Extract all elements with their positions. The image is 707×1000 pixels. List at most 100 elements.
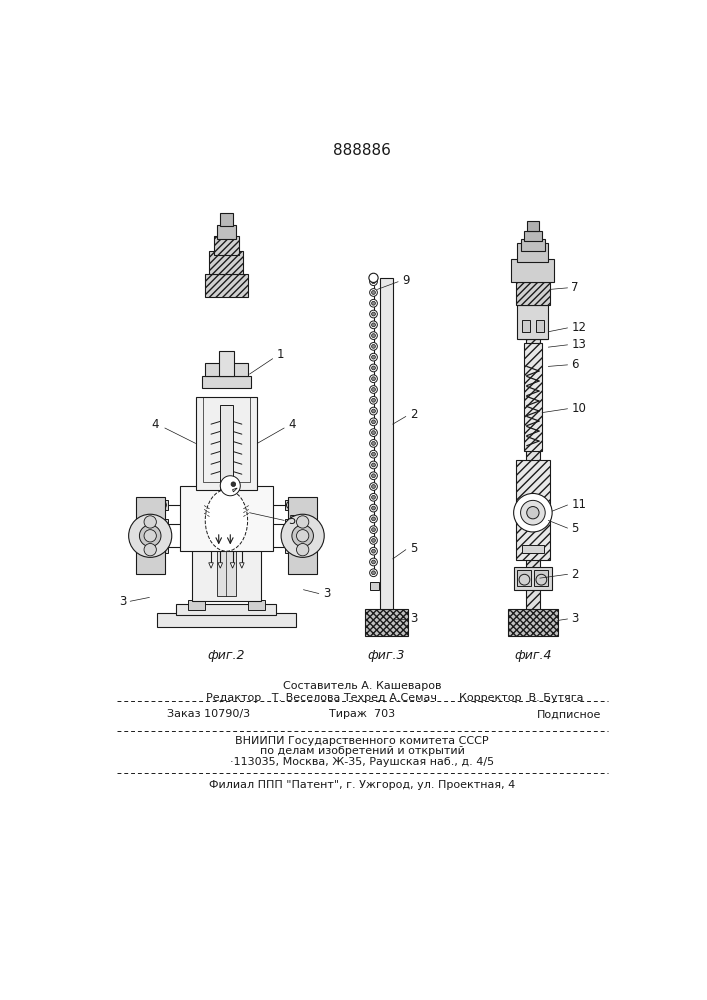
Circle shape bbox=[372, 571, 375, 575]
Circle shape bbox=[370, 493, 378, 501]
Bar bbox=[157, 500, 168, 510]
Circle shape bbox=[372, 538, 375, 542]
Circle shape bbox=[372, 312, 375, 316]
Bar bbox=[192, 490, 261, 601]
Circle shape bbox=[372, 528, 375, 532]
Text: 5: 5 bbox=[571, 522, 579, 535]
Text: фиг.2: фиг.2 bbox=[208, 649, 245, 662]
Circle shape bbox=[158, 520, 166, 528]
Bar bbox=[218, 351, 234, 376]
Circle shape bbox=[372, 355, 375, 359]
Circle shape bbox=[370, 375, 378, 383]
Circle shape bbox=[370, 515, 378, 523]
Text: ВНИИПИ Государственного комитета СССР: ВНИИПИ Государственного комитета СССР bbox=[235, 736, 489, 746]
Bar bbox=[511, 259, 554, 282]
Bar bbox=[176, 604, 276, 615]
Circle shape bbox=[296, 543, 309, 556]
Circle shape bbox=[370, 364, 378, 372]
Circle shape bbox=[281, 514, 325, 557]
Circle shape bbox=[370, 429, 378, 436]
Bar bbox=[518, 570, 532, 586]
Circle shape bbox=[129, 514, 172, 557]
Bar bbox=[380, 278, 393, 609]
Bar bbox=[516, 460, 550, 560]
Circle shape bbox=[139, 525, 161, 547]
Bar bbox=[518, 243, 549, 262]
Circle shape bbox=[372, 495, 375, 499]
Circle shape bbox=[372, 431, 375, 435]
Text: 3: 3 bbox=[119, 595, 127, 608]
Circle shape bbox=[144, 530, 156, 542]
Text: 888886: 888886 bbox=[333, 143, 391, 158]
Circle shape bbox=[370, 321, 378, 329]
Text: 3: 3 bbox=[322, 587, 330, 600]
Bar bbox=[514, 567, 552, 590]
Circle shape bbox=[370, 418, 378, 426]
Bar bbox=[221, 405, 233, 490]
Text: 5: 5 bbox=[409, 542, 417, 555]
Text: 3: 3 bbox=[409, 612, 417, 625]
Circle shape bbox=[370, 558, 378, 566]
Circle shape bbox=[372, 452, 375, 456]
Bar bbox=[524, 343, 542, 451]
Text: 12: 12 bbox=[571, 321, 586, 334]
Circle shape bbox=[372, 441, 375, 445]
Circle shape bbox=[146, 532, 154, 540]
Bar bbox=[201, 376, 251, 388]
Text: Заказ 10790/3: Заказ 10790/3 bbox=[167, 709, 250, 719]
Circle shape bbox=[372, 398, 375, 402]
Circle shape bbox=[370, 569, 378, 577]
Bar bbox=[524, 231, 542, 241]
Circle shape bbox=[286, 520, 294, 528]
Circle shape bbox=[370, 526, 378, 533]
Circle shape bbox=[372, 291, 375, 294]
Text: фиг.3: фиг.3 bbox=[368, 649, 405, 662]
Circle shape bbox=[372, 485, 375, 488]
Circle shape bbox=[372, 506, 375, 510]
Circle shape bbox=[231, 482, 235, 487]
Bar bbox=[526, 316, 540, 609]
Text: Филиал ППП "Патент", г. Ужгород, ул. Проектная, 4: Филиал ППП "Патент", г. Ужгород, ул. Про… bbox=[209, 780, 515, 790]
Circle shape bbox=[372, 366, 375, 370]
Circle shape bbox=[370, 483, 378, 490]
Bar bbox=[205, 363, 248, 376]
Bar bbox=[522, 545, 544, 553]
Text: 4: 4 bbox=[151, 418, 158, 431]
Circle shape bbox=[370, 547, 378, 555]
Bar bbox=[209, 251, 243, 274]
Polygon shape bbox=[209, 563, 214, 568]
Circle shape bbox=[372, 301, 375, 305]
Circle shape bbox=[370, 353, 378, 361]
Bar bbox=[217, 225, 235, 239]
Circle shape bbox=[372, 463, 375, 467]
Circle shape bbox=[144, 516, 156, 528]
Text: Корректор  В. Бутяга: Корректор В. Бутяга bbox=[459, 693, 583, 703]
Bar bbox=[518, 305, 549, 339]
Text: фиг.4: фиг.4 bbox=[514, 649, 551, 662]
Circle shape bbox=[158, 501, 166, 509]
Bar bbox=[248, 600, 265, 610]
Circle shape bbox=[221, 476, 240, 496]
Bar bbox=[519, 324, 547, 339]
Bar bbox=[527, 221, 539, 231]
Circle shape bbox=[372, 420, 375, 424]
Circle shape bbox=[158, 543, 166, 551]
Circle shape bbox=[370, 343, 378, 350]
Bar bbox=[288, 497, 317, 574]
Circle shape bbox=[372, 323, 375, 327]
Text: Тираж  703: Тираж 703 bbox=[329, 709, 395, 719]
Bar bbox=[221, 213, 233, 226]
Circle shape bbox=[370, 278, 378, 286]
Circle shape bbox=[370, 396, 378, 404]
Circle shape bbox=[370, 386, 378, 393]
Polygon shape bbox=[233, 488, 238, 492]
Bar bbox=[217, 496, 235, 596]
Text: 11: 11 bbox=[571, 498, 586, 512]
Text: 2: 2 bbox=[409, 408, 417, 421]
Text: ·113035, Москва, Ж-35, Раушская наб., д. 4/5: ·113035, Москва, Ж-35, Раушская наб., д.… bbox=[230, 757, 494, 767]
Text: 4: 4 bbox=[288, 418, 296, 431]
Circle shape bbox=[286, 543, 294, 551]
Bar bbox=[204, 397, 250, 482]
Circle shape bbox=[370, 450, 378, 458]
Circle shape bbox=[372, 549, 375, 553]
